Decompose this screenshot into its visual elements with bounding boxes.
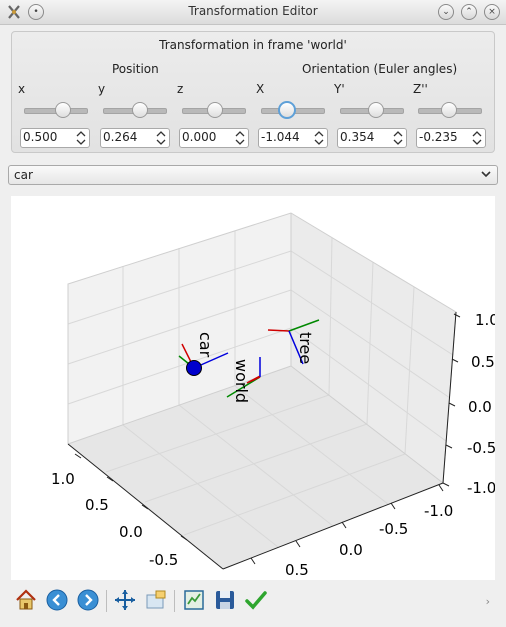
car-marker xyxy=(186,360,202,376)
spinbox-yaw[interactable] xyxy=(416,128,486,148)
spin-arrows-icon[interactable] xyxy=(314,129,324,147)
tick-label: 0.0 xyxy=(468,398,492,416)
save-icon[interactable] xyxy=(213,588,237,612)
spinbox-roll-input[interactable] xyxy=(261,130,311,144)
axis-label-x: x xyxy=(18,82,26,96)
slider-x[interactable] xyxy=(24,102,88,118)
spinbox-z-input[interactable] xyxy=(182,130,232,144)
slider-handle[interactable] xyxy=(441,102,457,118)
spin-arrows-icon[interactable] xyxy=(235,129,245,147)
toolbar-separator xyxy=(174,590,175,612)
frame-label-tree: tree xyxy=(296,332,315,364)
slider-roll[interactable] xyxy=(261,101,325,119)
spin-arrows-icon[interactable] xyxy=(76,129,86,147)
slider-handle[interactable] xyxy=(207,102,223,118)
axis-label-roll: X xyxy=(256,82,265,96)
slider-handle[interactable] xyxy=(278,101,296,119)
spinbox-y[interactable] xyxy=(100,128,170,148)
zoom-icon[interactable] xyxy=(144,588,168,612)
tick-label: 0.5 xyxy=(285,561,309,579)
tick-label: -1.0 xyxy=(424,502,453,520)
app-icon xyxy=(8,5,20,19)
slider-y[interactable] xyxy=(103,102,167,118)
close-button[interactable]: × xyxy=(484,4,500,20)
spinbox-z[interactable] xyxy=(179,128,249,148)
forward-icon[interactable] xyxy=(76,588,100,612)
frame-select[interactable]: car xyxy=(8,165,498,185)
tick-label: -1.0 xyxy=(467,479,495,497)
plot-toolbar: › xyxy=(0,584,506,618)
chevron-down-icon[interactable] xyxy=(480,168,492,180)
tick-label: 1.0 xyxy=(51,470,75,488)
spin-arrows-icon[interactable] xyxy=(156,129,166,147)
slider-handle[interactable] xyxy=(368,102,384,118)
orientation-label: Orientation (Euler angles) xyxy=(302,62,458,76)
tree-frame xyxy=(267,319,320,365)
spin-arrows-icon[interactable] xyxy=(393,129,403,147)
slider-pitch[interactable] xyxy=(340,102,404,118)
spinbox-pitch-input[interactable] xyxy=(340,130,390,144)
pin-button[interactable]: • xyxy=(28,4,44,20)
toolbar-separator xyxy=(106,590,107,612)
axis-label-yaw: Z'' xyxy=(413,82,428,96)
back-icon[interactable] xyxy=(45,588,69,612)
spin-arrows-icon[interactable] xyxy=(472,129,482,147)
apply-icon[interactable] xyxy=(244,588,268,612)
subplots-icon[interactable] xyxy=(182,588,206,612)
home-icon[interactable] xyxy=(14,588,38,612)
spinbox-y-input[interactable] xyxy=(103,130,153,144)
axis-label-y: y xyxy=(98,82,106,96)
window-title: Transformation Editor xyxy=(188,4,318,18)
tick-label: -0.5 xyxy=(379,520,408,538)
plot-canvas[interactable]: 1.0 0.5 0.0 -0.5 -1.0 -0.5 0.0 0.5 1.0 0… xyxy=(11,196,499,580)
tick-label: 0.5 xyxy=(471,353,495,371)
tick-label: 0.0 xyxy=(339,541,363,559)
minimize-button[interactable]: ⌄ xyxy=(438,4,454,20)
spinbox-x-input[interactable] xyxy=(23,130,73,144)
axis-label-pitch: Y' xyxy=(334,82,345,96)
group-title: Transformation in frame 'world' xyxy=(159,38,347,52)
frame-select-value: car xyxy=(14,168,33,182)
slider-handle[interactable] xyxy=(132,102,148,118)
title-bar: • Transformation Editor ⌄ ⌃ × xyxy=(0,0,506,25)
slider-z[interactable] xyxy=(182,102,246,118)
position-label: Position xyxy=(112,62,159,76)
spinbox-yaw-input[interactable] xyxy=(419,130,469,144)
tick-label: -0.5 xyxy=(467,439,495,457)
tick-label: 0.5 xyxy=(85,496,109,514)
pan-icon[interactable] xyxy=(113,588,137,612)
maximize-button[interactable]: ⌃ xyxy=(461,4,477,20)
slider-handle[interactable] xyxy=(55,102,71,118)
transformation-group: Transformation in frame 'world' Position… xyxy=(11,31,495,153)
frame-label-car: car xyxy=(196,332,215,358)
tick-label: 1.0 xyxy=(475,311,495,329)
frame-label-world: world xyxy=(232,359,251,403)
axis-label-z: z xyxy=(177,82,184,96)
world-frame xyxy=(226,357,261,398)
toolbar-overflow[interactable]: › xyxy=(485,595,490,608)
3d-axes[interactable]: 1.0 0.5 0.0 -0.5 -1.0 -0.5 0.0 0.5 1.0 0… xyxy=(11,196,499,580)
spinbox-x[interactable] xyxy=(20,128,90,148)
spinbox-roll[interactable] xyxy=(258,128,328,148)
tick-label: -0.5 xyxy=(149,551,178,569)
slider-yaw[interactable] xyxy=(418,102,482,118)
spinbox-pitch[interactable] xyxy=(337,128,407,148)
tick-label: 0.0 xyxy=(119,523,143,541)
